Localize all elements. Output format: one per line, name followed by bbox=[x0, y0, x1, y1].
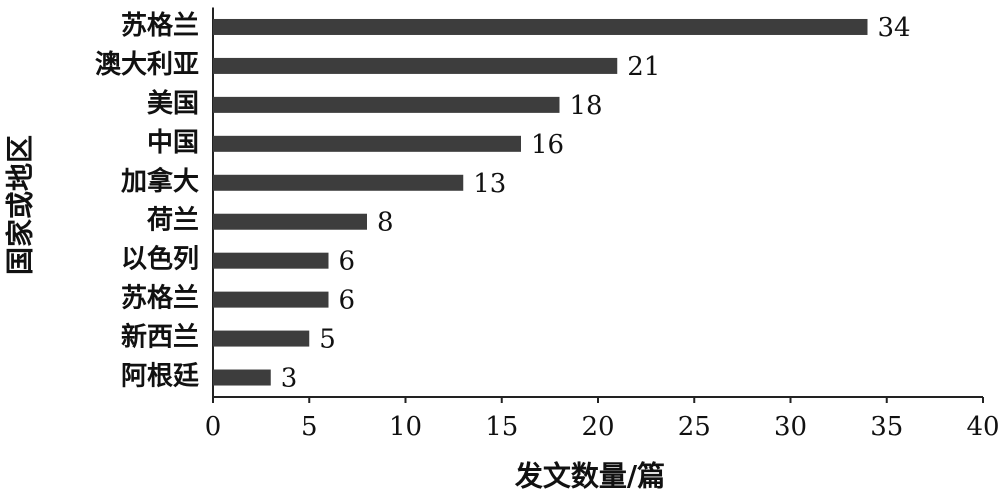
x-tick-label: 15 bbox=[485, 412, 518, 442]
y-tick-label: 荷兰 bbox=[147, 206, 199, 236]
y-tick-label: 新西兰 bbox=[121, 322, 199, 353]
data-label: 13 bbox=[473, 169, 506, 199]
bar bbox=[213, 213, 367, 230]
x-tick-label: 30 bbox=[774, 412, 807, 442]
y-tick-label: 加拿大 bbox=[121, 166, 199, 197]
x-tick-label: 20 bbox=[581, 412, 614, 442]
bar bbox=[213, 96, 560, 113]
data-label: 5 bbox=[319, 325, 336, 355]
y-tick-label: 苏格兰 bbox=[121, 283, 199, 314]
data-label: 34 bbox=[878, 13, 911, 43]
bar bbox=[213, 135, 521, 152]
data-label: 3 bbox=[281, 364, 298, 394]
y-tick-label: 澳大利亚 bbox=[95, 50, 199, 80]
x-tick-label: 35 bbox=[870, 412, 903, 442]
y-tick-label: 阿根廷 bbox=[121, 362, 200, 392]
y-tick-label: 以色列 bbox=[121, 244, 199, 275]
x-tick-label: 0 bbox=[205, 412, 222, 442]
x-tick-label: 40 bbox=[966, 412, 999, 442]
y-tick-label: 中国 bbox=[147, 128, 199, 158]
bar bbox=[213, 18, 868, 35]
data-label: 6 bbox=[339, 286, 356, 316]
data-label: 6 bbox=[339, 247, 356, 277]
bar bbox=[213, 291, 329, 308]
data-label: 8 bbox=[377, 208, 394, 238]
x-tick-label: 5 bbox=[301, 412, 318, 442]
x-tick-label: 10 bbox=[389, 412, 422, 442]
bar bbox=[213, 252, 329, 269]
y-tick-label: 苏格兰 bbox=[121, 10, 199, 41]
data-label: 18 bbox=[570, 91, 603, 121]
x-axis-title: 发文数量/篇 bbox=[514, 460, 665, 493]
data-label: 21 bbox=[627, 52, 660, 82]
y-axis-title: 国家或地区 bbox=[4, 135, 37, 275]
y-tick-label: 美国 bbox=[147, 88, 199, 119]
bar bbox=[213, 369, 271, 386]
bar bbox=[213, 57, 618, 74]
bar bbox=[213, 330, 310, 347]
data-label: 16 bbox=[531, 130, 564, 160]
x-tick-label: 25 bbox=[678, 412, 711, 442]
bar bbox=[213, 174, 464, 191]
